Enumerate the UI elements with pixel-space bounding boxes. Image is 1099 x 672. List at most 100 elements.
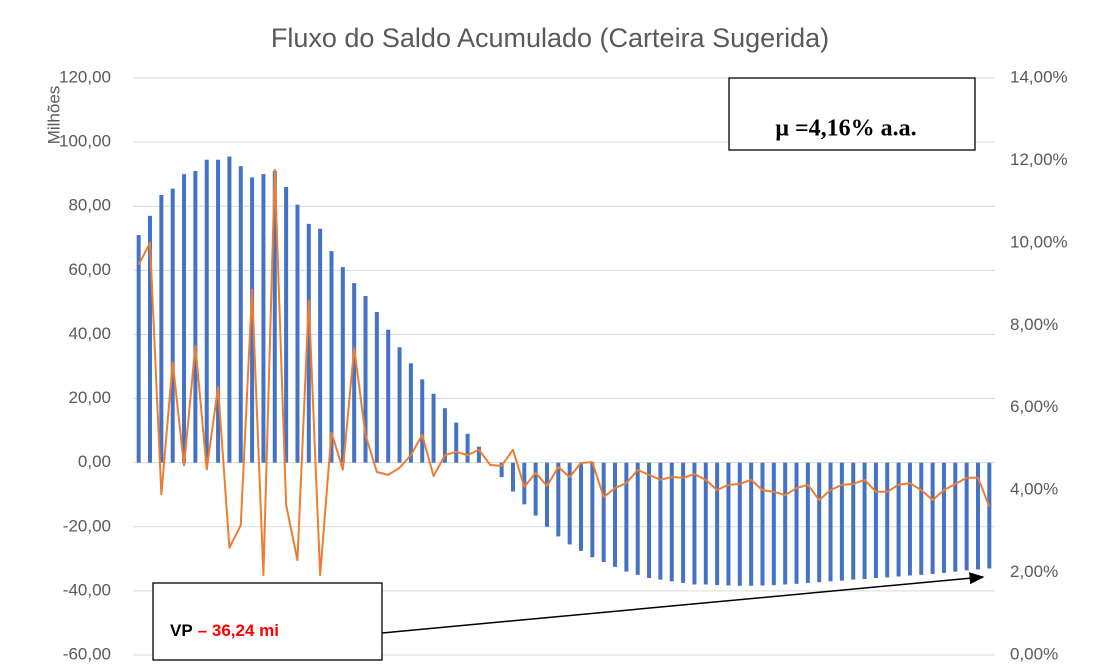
y-tick-label: -60,00 [63,644,111,663]
bar [284,186,289,463]
bar [352,283,357,463]
bar [579,462,584,551]
y-tick-label: 40,00 [68,324,111,343]
bar [919,462,924,575]
bar [851,462,856,580]
bar [442,408,447,463]
bar [896,462,901,577]
bar [692,462,697,585]
y2-tick-label: 14,00% [1010,67,1068,86]
chart-title: Fluxo do Saldo Acumulado (Carteira Suger… [271,23,829,53]
annotation: μ =4,16% a.a. [775,116,916,142]
bar [182,174,187,463]
bar [885,462,890,578]
y-tick-label: 100,00 [59,132,111,151]
bar [987,462,992,569]
bar [340,267,345,463]
marks [136,156,992,586]
bar [964,462,969,571]
bar [306,223,311,463]
bar [204,159,209,463]
bar [601,462,606,563]
bar [941,462,946,573]
bar [828,462,833,582]
y-tick-label: -20,00 [63,516,111,535]
bar [669,462,674,582]
bar [420,379,425,463]
bar [613,462,618,567]
bar [862,462,867,580]
bar [930,462,935,574]
y2-tick-label: 6,00% [1010,397,1058,416]
bar [159,195,164,463]
bar [794,462,799,584]
bar [510,462,515,492]
bar [749,462,754,586]
y-axis-label: Milhões [44,86,63,145]
bar [975,462,980,570]
bar [227,156,232,463]
y-tick-label: 80,00 [68,196,111,215]
bar [544,462,549,527]
bar [431,393,436,463]
bar [261,174,266,463]
y2-tick-label: 4,00% [1010,480,1058,499]
bar [726,462,731,586]
bar [148,215,153,463]
bar [408,363,413,463]
bar [658,462,663,580]
bar [907,462,912,576]
bar [556,462,561,537]
bar [703,462,708,585]
bar [454,422,459,463]
bar [318,228,323,463]
bar [681,462,686,583]
bar [715,462,720,586]
bar [839,462,844,581]
bar [533,462,538,516]
bar [737,462,742,586]
y-tick-label: -40,00 [63,580,111,599]
bar [238,166,243,463]
bar [170,188,175,463]
bar [805,462,810,583]
arrow [381,572,985,634]
bar [476,446,481,463]
bar [590,462,595,558]
bar [635,462,640,575]
y2-tick-label: 8,00% [1010,315,1058,334]
annotation-box [152,582,383,661]
bar [771,462,776,586]
y-tick-label: 20,00 [68,388,111,407]
bar [465,433,470,463]
bar [374,312,379,463]
bar [136,235,141,463]
annotation-box [728,77,976,151]
bar [873,462,878,579]
bar [363,295,368,463]
y2-tick-label: 10,00% [1010,232,1068,251]
bar [499,462,504,478]
bar [295,204,300,463]
bar [624,462,629,572]
y-tick-label: 60,00 [68,260,111,279]
annotation-value: – 36,24 mi [198,621,279,640]
bar [397,347,402,463]
bar [953,462,958,572]
y2-tick-label: 2,00% [1010,562,1058,581]
bar [329,251,334,463]
bar [386,329,391,463]
annotation-label: VP [170,621,193,640]
y-tick-label: 0,00 [78,452,111,471]
annotation: VP – 36,24 mi [170,621,279,640]
bar [216,159,221,463]
bar [760,462,765,586]
line [137,168,991,577]
bar [817,462,822,583]
bar [272,170,277,463]
bar [193,170,198,463]
bar [250,177,255,463]
bar [783,462,788,585]
y-tick-label: 120,00 [59,67,111,86]
